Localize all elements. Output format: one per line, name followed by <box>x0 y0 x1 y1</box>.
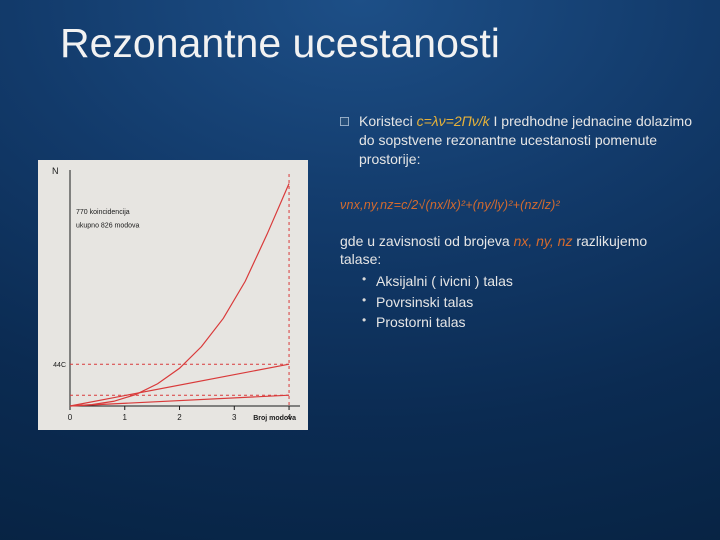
svg-text:2: 2 <box>177 413 182 422</box>
svg-text:3: 3 <box>232 413 237 422</box>
para1-lead: Koristeci <box>359 113 417 129</box>
list-item: Povrsinski talas <box>362 292 692 312</box>
bullet-item: Koristeci c=λν=2Πν/k I predhodne jednaci… <box>340 112 692 169</box>
svg-text:Broj modova: Broj modova <box>253 415 296 422</box>
text-column: Koristeci c=λν=2Πν/k I predhodne jednaci… <box>340 112 692 332</box>
svg-text:0: 0 <box>68 413 73 422</box>
svg-text:ukupno 826 modova: ukupno 826 modova <box>76 222 140 229</box>
list-item: Aksijalni ( ivicni ) talas <box>362 271 692 291</box>
inline-n-indices: nx, ny, nz <box>514 233 573 249</box>
svg-text:44C: 44C <box>53 362 66 369</box>
svg-text:N: N <box>52 166 59 176</box>
wave-type-list: Aksijalni ( ivicni ) talas Povrsinski ta… <box>362 271 692 332</box>
chart-svg: 01234Broj modovaN44C770 koincidencijauku… <box>38 160 308 430</box>
page-title: Rezonantne ucestanosti <box>60 20 500 67</box>
para2-lead: gde u zavisnosti od brojeva <box>340 233 514 249</box>
svg-text:1: 1 <box>123 413 128 422</box>
paragraph-2: gde u zavisnosti od brojeva nx, ny, nz r… <box>340 232 692 270</box>
chart-panel: 01234Broj modovaN44C770 koincidencijauku… <box>38 160 308 430</box>
main-formula: νnx,ny,nz=c/2√(nx/lx)²+(ny/ly)²+(nz/lz)² <box>340 197 692 214</box>
inline-formula-c: c=λν=2Πν/k <box>417 113 490 129</box>
svg-text:770 koincidencija: 770 koincidencija <box>76 209 130 216</box>
square-bullet-icon <box>340 117 349 126</box>
list-item: Prostorni talas <box>362 312 692 332</box>
paragraph-1: Koristeci c=λν=2Πν/k I predhodne jednaci… <box>359 112 692 169</box>
